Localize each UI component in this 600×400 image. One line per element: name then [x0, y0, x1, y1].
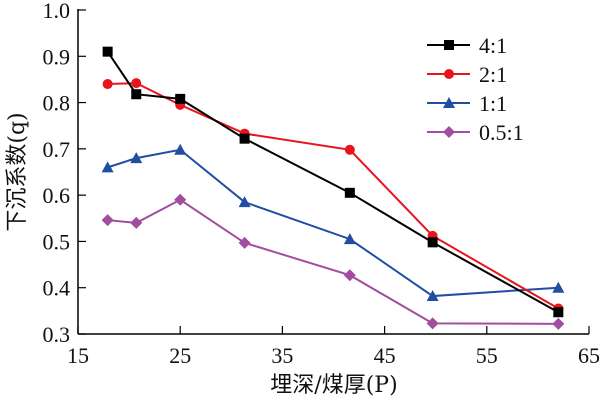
data-point	[343, 269, 356, 282]
y-tick-label: 0.4	[43, 276, 71, 301]
series-0-5-1	[101, 193, 565, 330]
data-point	[552, 317, 565, 330]
y-tick-label: 1.0	[43, 0, 71, 23]
legend-label: 0.5:1	[479, 120, 524, 145]
x-tick-label: 15	[67, 343, 89, 368]
y-axis-title: 下沉系数(q)	[5, 112, 30, 231]
data-point	[174, 193, 187, 206]
legend-marker	[444, 40, 454, 50]
data-point	[239, 133, 250, 144]
data-point	[343, 233, 356, 245]
axes: 0.3 0.4 0.5 0.6 0.7 0.8 0.9 1.0 15 25 35 45 55 65	[43, 0, 600, 368]
series-line	[107, 198, 559, 325]
data-point	[131, 78, 142, 89]
data-point	[101, 161, 114, 173]
data-point	[344, 144, 355, 155]
data-point	[426, 290, 439, 302]
y-tick-label: 0.9	[43, 44, 71, 69]
legend-marker	[443, 126, 455, 138]
data-point	[130, 152, 143, 164]
y-tick-label: 0.3	[43, 322, 71, 347]
series-4-1	[102, 46, 564, 318]
y-tick-label: 0.5	[43, 229, 71, 254]
legend-item: 4:1	[427, 33, 507, 58]
series-layer	[101, 46, 565, 330]
data-point	[238, 236, 251, 249]
legend: 4:1 2:1 1:1 0.5:1	[427, 33, 524, 145]
data-point	[102, 46, 113, 57]
x-tick-label: 55	[476, 343, 498, 368]
legend-label: 4:1	[479, 33, 507, 58]
legend-item: 0.5:1	[427, 120, 524, 145]
data-point	[101, 214, 114, 227]
legend-item: 1:1	[427, 91, 507, 116]
x-tick-label: 65	[578, 343, 600, 368]
data-point	[552, 281, 565, 293]
data-point	[553, 307, 564, 318]
data-point	[175, 93, 186, 104]
legend-label: 2:1	[479, 62, 507, 87]
data-point	[131, 89, 142, 100]
data-point	[426, 317, 439, 330]
legend-marker	[443, 97, 455, 108]
data-point	[102, 79, 113, 90]
y-tick-label: 0.8	[43, 91, 71, 116]
series-1-1	[101, 143, 565, 302]
x-tick-label: 35	[271, 343, 293, 368]
legend-label: 1:1	[479, 91, 507, 116]
y-tick-label: 0.6	[43, 183, 71, 208]
y-tick-label: 0.7	[43, 137, 71, 162]
legend-item: 2:1	[427, 62, 507, 87]
x-tick-label: 45	[374, 343, 396, 368]
data-point	[174, 143, 187, 155]
data-point	[344, 187, 355, 198]
data-point	[427, 237, 438, 248]
data-point	[130, 216, 143, 229]
legend-marker	[444, 69, 454, 79]
x-tick-label: 25	[169, 343, 191, 368]
data-point	[238, 196, 251, 208]
x-axis-title: 埋深/煤厚(P)	[270, 373, 397, 398]
